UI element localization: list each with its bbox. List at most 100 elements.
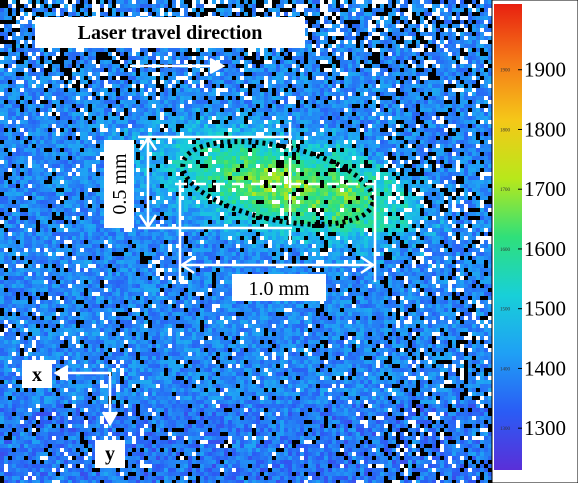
thermal-pixel (184, 112, 188, 116)
thermal-pixel (64, 120, 68, 124)
thermal-pixel (240, 132, 244, 136)
thermal-pixel (64, 124, 68, 128)
thermal-pixel (416, 52, 420, 56)
thermal-pixel (4, 4, 8, 8)
thermal-pixel (336, 144, 340, 148)
thermal-pixel (268, 0, 272, 4)
thermal-pixel (392, 44, 396, 48)
thermal-pixel (460, 112, 464, 116)
thermal-pixel (72, 160, 76, 164)
thermal-pixel (228, 100, 232, 104)
thermal-pixel (28, 128, 32, 132)
thermal-pixel (308, 92, 312, 96)
thermal-pixel (64, 88, 68, 92)
thermal-pixel (248, 156, 252, 160)
thermal-pixel (144, 56, 148, 60)
thermal-pixel (460, 60, 464, 64)
thermal-pixel (384, 88, 388, 92)
thermal-pixel (164, 128, 168, 132)
thermal-pixel (476, 132, 480, 136)
thermal-pixel (304, 92, 308, 96)
thermal-pixel (288, 108, 292, 112)
thermal-pixel (488, 40, 492, 44)
thermal-pixel (32, 4, 36, 8)
thermal-pixel (40, 12, 44, 16)
thermal-pixel (36, 68, 40, 72)
thermal-pixel (120, 68, 124, 72)
thermal-pixel (436, 124, 440, 128)
thermal-pixel (488, 60, 492, 64)
thermal-pixel (332, 152, 336, 156)
thermal-pixel (348, 128, 352, 132)
thermal-pixel (436, 96, 440, 100)
thermal-pixel (480, 88, 484, 92)
thermal-pixel (312, 60, 316, 64)
thermal-pixel (236, 4, 240, 8)
thermal-pixel (408, 96, 412, 100)
thermal-pixel (128, 128, 132, 132)
thermal-pixel (160, 132, 164, 136)
thermal-pixel (156, 128, 160, 132)
thermal-pixel (156, 4, 160, 8)
thermal-pixel (392, 4, 396, 8)
thermal-pixel (232, 128, 236, 132)
thermal-pixel (428, 24, 432, 28)
thermal-pixel (320, 40, 324, 44)
thermal-pixel (212, 4, 216, 8)
thermal-pixel (272, 72, 276, 76)
thermal-pixel (20, 104, 24, 108)
thermal-pixel (100, 84, 104, 88)
thermal-pixel (212, 112, 216, 116)
thermal-pixel (396, 56, 400, 60)
thermal-pixel (484, 116, 488, 120)
thermal-pixel (172, 108, 176, 112)
thermal-pixel (464, 4, 468, 8)
thermal-pixel (168, 88, 172, 92)
thermal-pixel (212, 48, 216, 52)
thermal-pixel (360, 52, 364, 56)
thermal-pixel (348, 68, 352, 72)
thermal-pixel (336, 92, 340, 96)
thermal-pixel (284, 108, 288, 112)
thermal-pixel (240, 80, 244, 84)
thermal-pixel (172, 80, 176, 84)
thermal-pixel (72, 148, 76, 152)
thermal-pixel (324, 108, 328, 112)
thermal-pixel (132, 128, 136, 132)
thermal-pixel (456, 36, 460, 40)
thermal-pixel (380, 132, 384, 136)
thermal-pixel (312, 36, 316, 40)
thermal-pixel (4, 108, 8, 112)
thermal-pixel (384, 72, 388, 76)
thermal-pixel (168, 96, 172, 100)
thermal-pixel (380, 156, 384, 160)
thermal-pixel (76, 140, 80, 144)
thermal-pixel (136, 108, 140, 112)
thermal-pixel (172, 92, 176, 96)
thermal-pixel (476, 148, 480, 152)
thermal-pixel (0, 24, 4, 28)
thermal-pixel (304, 88, 308, 92)
thermal-pixel (244, 8, 248, 12)
thermal-pixel (340, 4, 344, 8)
thermal-pixel (216, 120, 220, 124)
thermal-pixel (412, 128, 416, 132)
thermal-pixel (72, 48, 76, 52)
thermal-pixel (236, 124, 240, 128)
thermal-pixel (12, 120, 16, 124)
thermal-pixel (356, 28, 360, 32)
thermal-pixel (472, 12, 476, 16)
thermal-pixel (408, 4, 412, 8)
thermal-pixel (188, 84, 192, 88)
thermal-pixel (372, 44, 376, 48)
thermal-pixel (384, 96, 388, 100)
thermal-pixel (224, 12, 228, 16)
thermal-pixel (72, 120, 76, 124)
thermal-pixel (428, 140, 432, 144)
thermal-pixel (164, 0, 168, 4)
thermal-pixel (124, 116, 128, 120)
thermal-pixel (412, 56, 416, 60)
thermal-pixel (276, 72, 280, 76)
thermal-pixel (336, 48, 340, 52)
thermal-pixel (356, 72, 360, 76)
